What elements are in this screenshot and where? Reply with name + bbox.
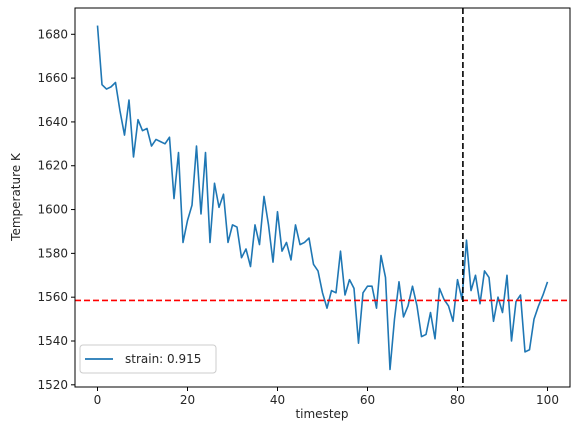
plot-layer — [75, 8, 570, 387]
y-tick-label: 1520 — [37, 378, 68, 392]
x-axis-ticks: 0 20 40 60 80 100 — [94, 387, 559, 407]
plot-frame — [74, 7, 571, 388]
x-tick-label: 60 — [360, 393, 375, 407]
x-axis-label: timestep — [295, 407, 348, 421]
x-tick-label: 40 — [270, 393, 285, 407]
series-line-0 — [96, 25, 549, 371]
legend-box — [79, 344, 217, 374]
y-tick-label: 1620 — [37, 159, 68, 173]
legend: strain: 0.915 — [79, 344, 217, 374]
y-tick-label: 1600 — [37, 203, 68, 217]
y-tick-label: 1560 — [37, 290, 68, 304]
x-tick-label: 0 — [94, 393, 102, 407]
y-tick-label: 1680 — [37, 27, 68, 41]
y-tick-label: 1640 — [37, 115, 68, 129]
x-tick-label: 20 — [180, 393, 195, 407]
y-axis-label: Temperature K — [9, 152, 23, 242]
y-tick-label: 1580 — [37, 246, 68, 260]
legend-entry-label: strain: 0.915 — [125, 352, 201, 366]
x-tick-label: 80 — [450, 393, 465, 407]
y-axis-ticks: 1520 1540 1560 1580 1600 1620 1640 1660 1680 — [37, 27, 75, 392]
x-tick-label: 100 — [536, 393, 559, 407]
y-tick-label: 1660 — [37, 71, 68, 85]
y-tick-label: 1540 — [37, 334, 68, 348]
